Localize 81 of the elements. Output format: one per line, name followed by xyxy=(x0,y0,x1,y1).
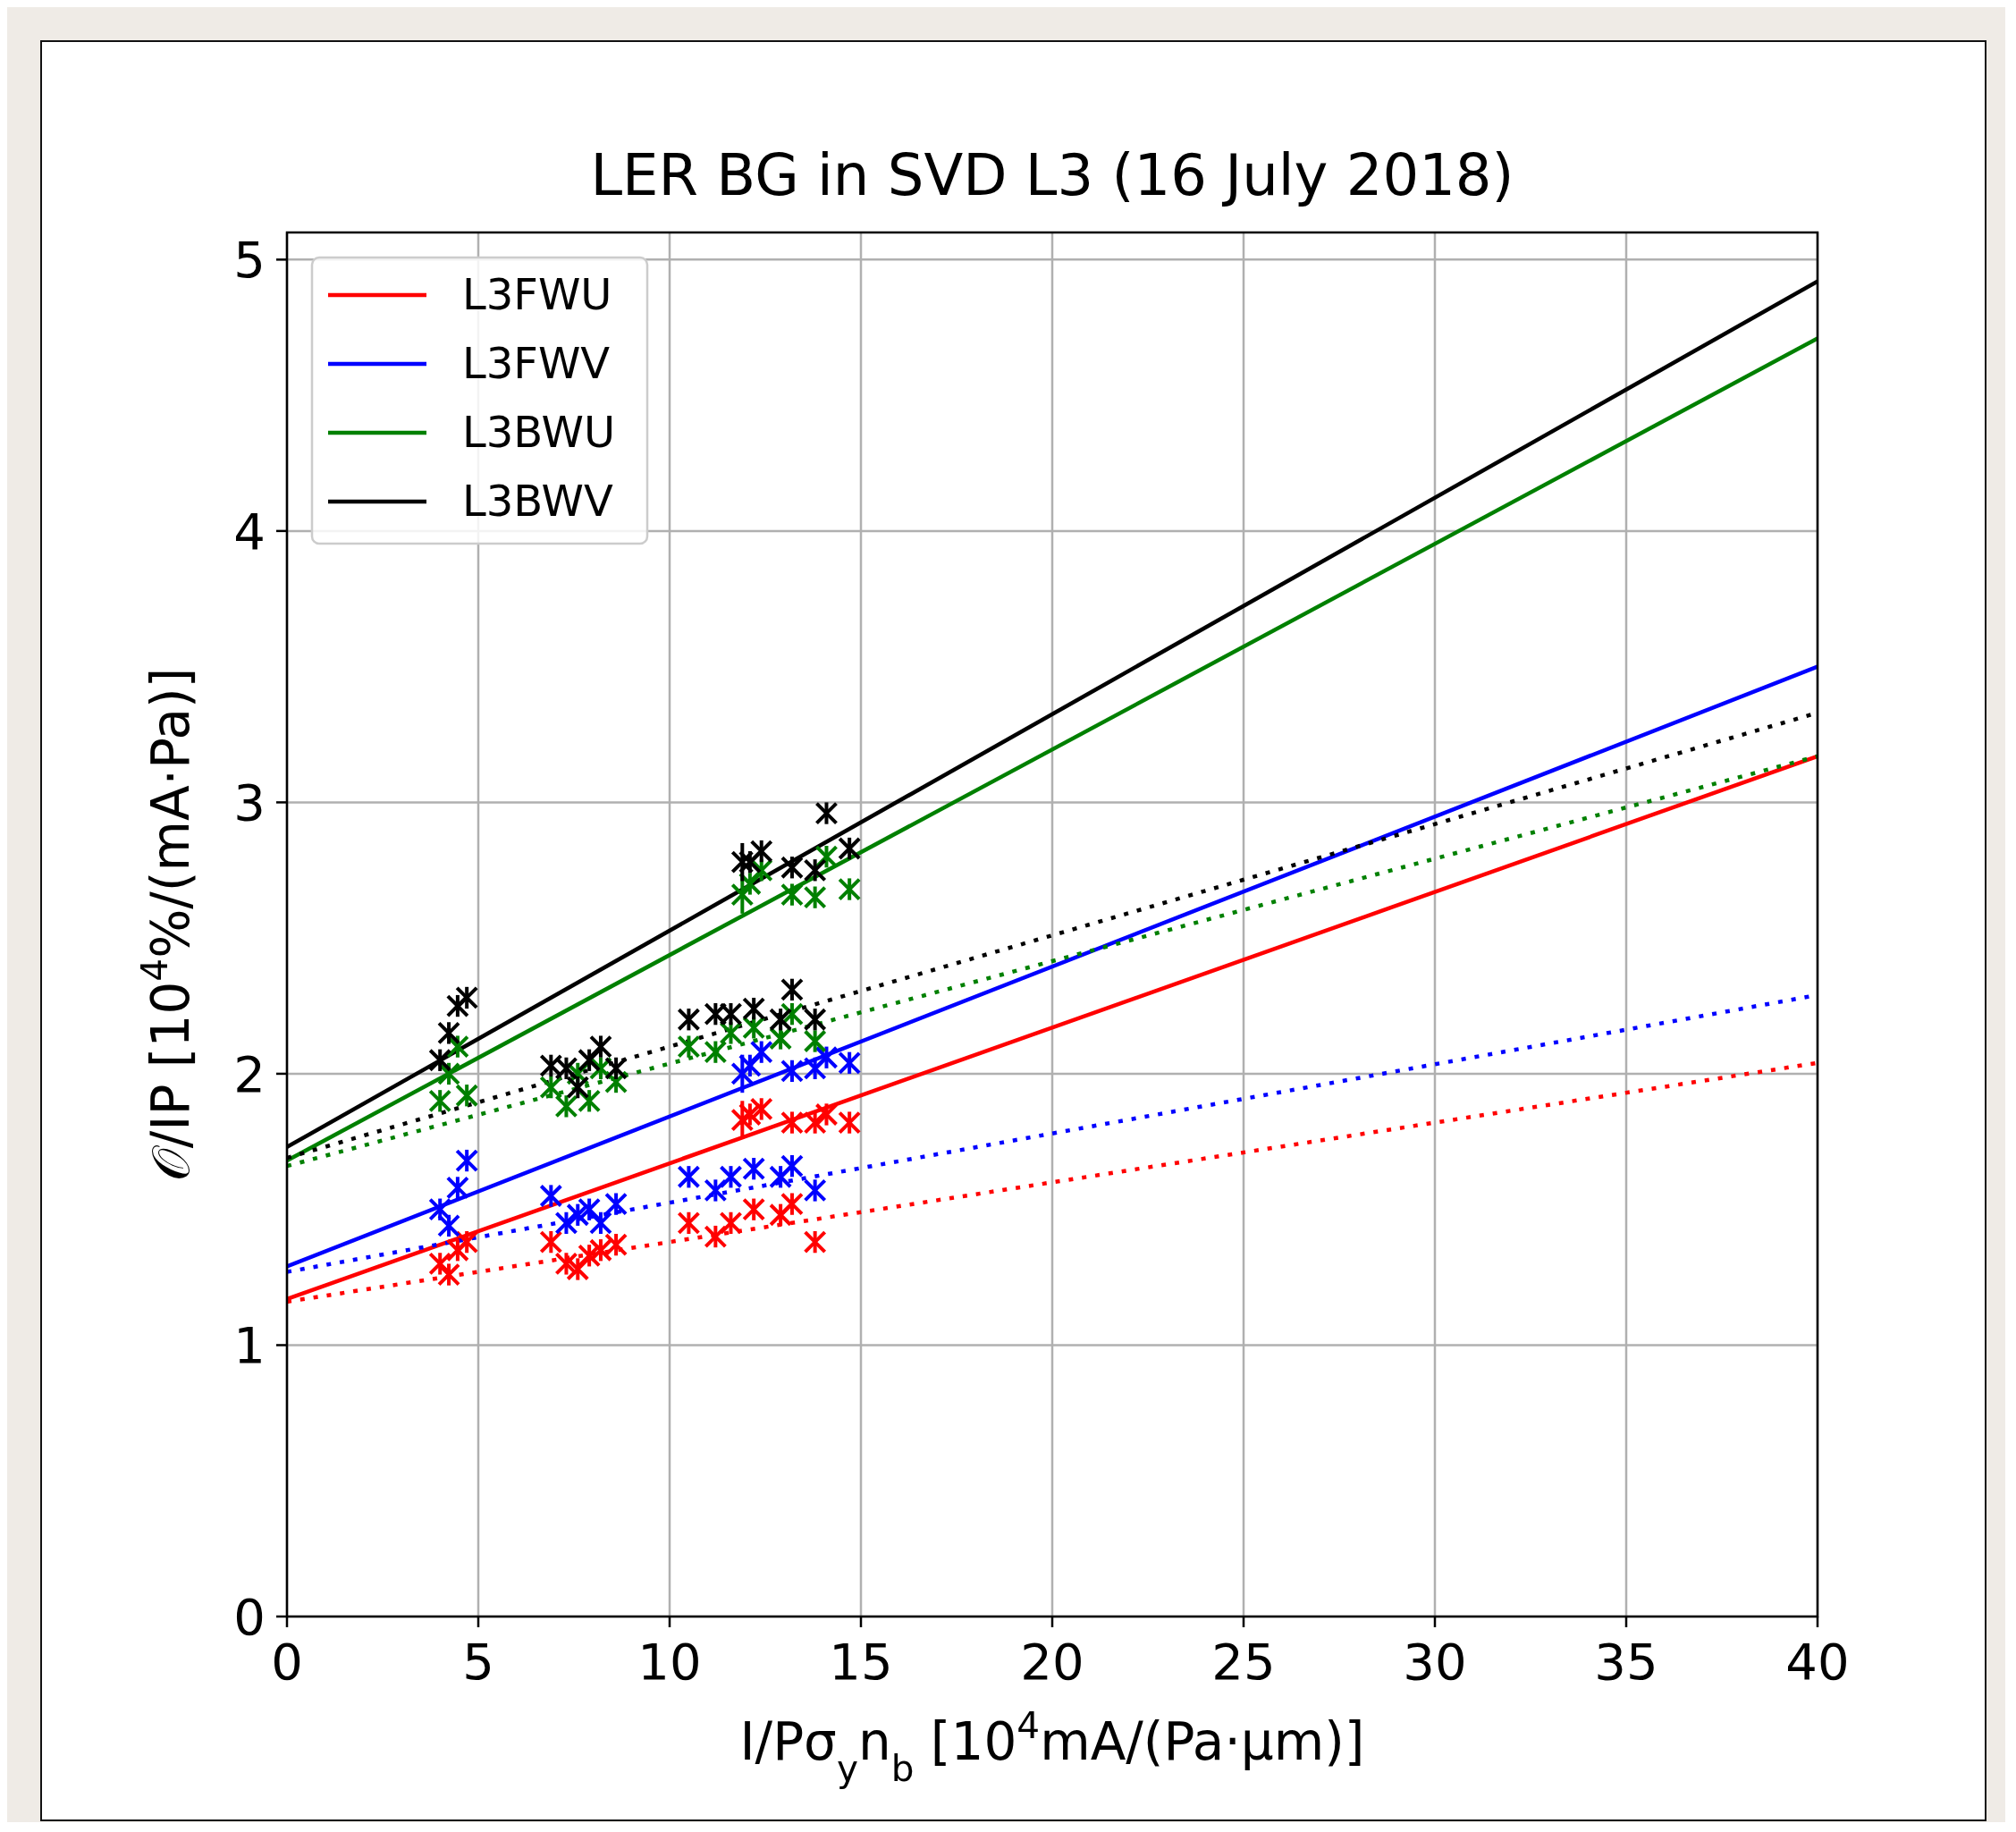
point xyxy=(730,1061,755,1085)
point xyxy=(803,1230,827,1254)
point xyxy=(445,1034,469,1059)
point xyxy=(455,985,479,1009)
point xyxy=(814,1102,839,1127)
y-tick-label: 4 xyxy=(233,502,266,561)
point xyxy=(437,1021,461,1045)
point xyxy=(578,1048,602,1072)
point xyxy=(455,1230,479,1254)
point xyxy=(677,1165,701,1189)
point xyxy=(677,1211,701,1235)
point xyxy=(742,997,766,1021)
y-tick-label: 1 xyxy=(233,1316,266,1375)
point xyxy=(455,1149,479,1173)
point xyxy=(838,1051,862,1075)
x-tick-label: 5 xyxy=(462,1633,494,1691)
point xyxy=(814,801,839,825)
point xyxy=(730,1108,755,1132)
point xyxy=(803,1008,827,1032)
point xyxy=(445,1176,469,1200)
point xyxy=(730,850,755,874)
x-axis-title: I/Pσ$_{y}$n$_{b}$ [10$^{4}$mA/(Pa·µm)] xyxy=(739,1704,1365,1790)
legend-label: L3FWV xyxy=(462,338,611,388)
point xyxy=(780,977,804,1001)
point xyxy=(428,1048,452,1072)
x-tick-label: 35 xyxy=(1594,1633,1658,1691)
point xyxy=(704,1225,728,1249)
point xyxy=(455,1084,479,1108)
point xyxy=(604,1233,628,1257)
point xyxy=(838,837,862,861)
point xyxy=(742,1016,766,1040)
point xyxy=(838,1110,862,1135)
point xyxy=(719,1165,743,1189)
point xyxy=(769,1165,793,1189)
point xyxy=(730,882,755,907)
point xyxy=(445,994,469,1018)
point xyxy=(437,1061,461,1085)
point xyxy=(780,1154,804,1178)
point xyxy=(749,840,773,864)
x-tick-label: 40 xyxy=(1785,1633,1850,1691)
x-tick-label: 0 xyxy=(271,1633,303,1691)
legend-label: L3FWU xyxy=(462,269,612,319)
point xyxy=(749,1040,773,1064)
point xyxy=(677,1008,701,1032)
point xyxy=(719,1211,743,1235)
point xyxy=(604,1192,628,1216)
point xyxy=(539,1230,563,1254)
y-tick-label: 2 xyxy=(233,1044,266,1103)
point xyxy=(769,1203,793,1227)
point xyxy=(539,1184,563,1208)
point xyxy=(428,1089,452,1113)
point xyxy=(742,1157,766,1181)
y-tick-label: 5 xyxy=(233,231,266,290)
point xyxy=(780,1192,804,1216)
x-tick-label: 25 xyxy=(1211,1633,1276,1691)
chart-title: LER BG in SVD L3 (16 July 2018) xyxy=(590,142,1514,208)
point xyxy=(803,1178,827,1203)
legend-label: L3BWU xyxy=(462,407,616,457)
point xyxy=(704,1178,728,1203)
point xyxy=(588,1211,612,1235)
x-tick-label: 15 xyxy=(829,1633,893,1691)
point xyxy=(803,1029,827,1053)
point xyxy=(704,1040,728,1064)
point xyxy=(554,1211,578,1235)
y-tick-label: 3 xyxy=(233,773,266,832)
legend-label: L3BWV xyxy=(462,476,613,526)
point xyxy=(588,1034,612,1059)
point xyxy=(539,1076,563,1100)
point xyxy=(742,1197,766,1221)
point xyxy=(428,1252,452,1276)
point xyxy=(769,1008,793,1032)
x-tick-label: 30 xyxy=(1403,1633,1467,1691)
point xyxy=(554,1094,578,1119)
point xyxy=(838,877,862,901)
y-tick-label: 0 xyxy=(233,1588,266,1646)
x-tick-label: 20 xyxy=(1020,1633,1084,1691)
point xyxy=(719,1021,743,1045)
point xyxy=(814,1045,839,1069)
point xyxy=(604,1056,628,1080)
x-tick-label: 10 xyxy=(637,1633,702,1691)
point xyxy=(677,1034,701,1059)
